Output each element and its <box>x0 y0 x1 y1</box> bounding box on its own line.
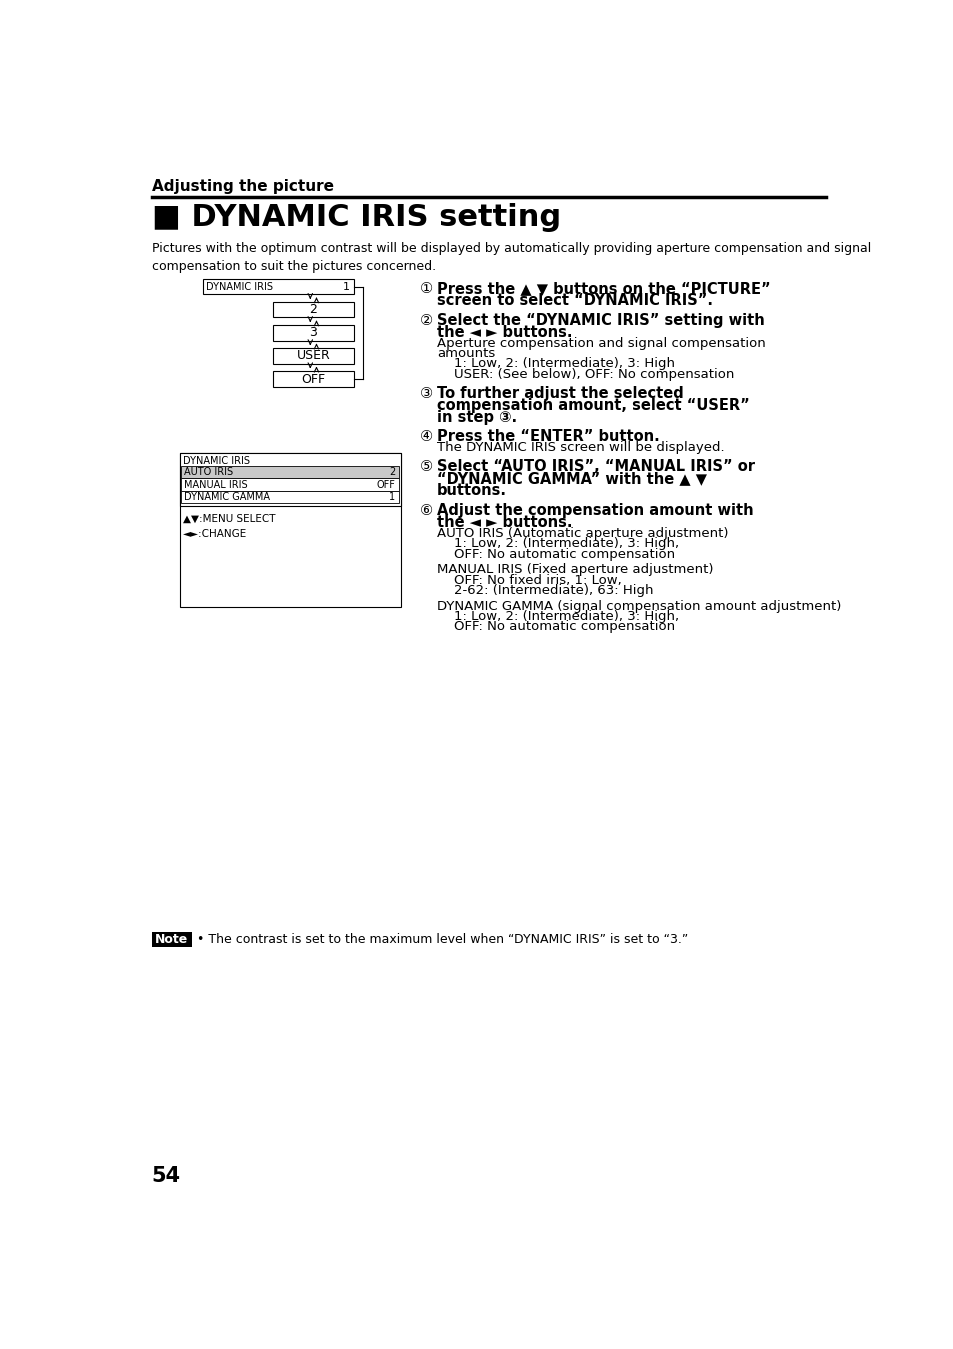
Text: MANUAL IRIS: MANUAL IRIS <box>183 479 247 490</box>
Text: ⑥: ⑥ <box>419 503 433 518</box>
Text: DYNAMIC GAMMA: DYNAMIC GAMMA <box>183 492 270 502</box>
Text: Press the ▲ ▼ buttons on the “PICTURE”: Press the ▲ ▼ buttons on the “PICTURE” <box>436 281 770 297</box>
Bar <box>273 325 354 340</box>
Bar <box>273 348 354 364</box>
Text: The DYNAMIC IRIS screen will be displayed.: The DYNAMIC IRIS screen will be displaye… <box>436 441 724 455</box>
Text: ④: ④ <box>419 429 433 444</box>
Text: 2-62: (Intermediate), 63: High: 2-62: (Intermediate), 63: High <box>436 584 653 598</box>
Text: To further adjust the selected: To further adjust the selected <box>436 386 683 401</box>
Text: Aperture compensation and signal compensation: Aperture compensation and signal compens… <box>436 337 765 349</box>
Text: AUTO IRIS (Automatic aperture adjustment): AUTO IRIS (Automatic aperture adjustment… <box>436 527 728 540</box>
Bar <box>273 302 354 317</box>
Text: buttons.: buttons. <box>436 483 506 498</box>
Bar <box>181 465 398 479</box>
Text: USER: (See below), OFF: No compensation: USER: (See below), OFF: No compensation <box>436 368 734 380</box>
Text: 1: 1 <box>342 282 349 291</box>
Text: Adjusting the picture: Adjusting the picture <box>152 179 334 194</box>
Bar <box>152 932 192 947</box>
Text: in step ③.: in step ③. <box>436 410 517 425</box>
Text: ③: ③ <box>419 386 433 401</box>
Text: 2: 2 <box>389 467 395 478</box>
Text: ②: ② <box>419 313 433 328</box>
Text: OFF: OFF <box>301 372 325 386</box>
Bar <box>179 453 400 506</box>
Text: 1: Low, 2: (Intermediate), 3: High,: 1: Low, 2: (Intermediate), 3: High, <box>436 537 679 550</box>
Text: ①: ① <box>419 281 433 297</box>
Text: • The contrast is set to the maximum level when “DYNAMIC IRIS” is set to “3.”: • The contrast is set to the maximum lev… <box>196 934 687 946</box>
Text: screen to select “DYNAMIC IRIS”.: screen to select “DYNAMIC IRIS”. <box>436 293 712 308</box>
Text: USER: USER <box>296 349 330 363</box>
Text: Note: Note <box>155 934 189 946</box>
Text: Select the “DYNAMIC IRIS” setting with: Select the “DYNAMIC IRIS” setting with <box>436 313 764 328</box>
Text: the ◄ ► buttons.: the ◄ ► buttons. <box>436 515 572 530</box>
Bar <box>203 279 354 294</box>
Text: ▲▼:MENU SELECT
◄►:CHANGE: ▲▼:MENU SELECT ◄►:CHANGE <box>183 514 275 538</box>
Text: Select “AUTO IRIS”, “MANUAL IRIS” or: Select “AUTO IRIS”, “MANUAL IRIS” or <box>436 460 754 475</box>
Text: ■ DYNAMIC IRIS setting: ■ DYNAMIC IRIS setting <box>152 204 560 232</box>
Text: OFF: OFF <box>375 479 395 490</box>
Text: DYNAMIC GAMMA (signal compensation amount adjustment): DYNAMIC GAMMA (signal compensation amoun… <box>436 599 841 612</box>
Text: DYNAMIC IRIS: DYNAMIC IRIS <box>183 456 250 465</box>
Bar <box>179 453 400 607</box>
Text: OFF: No automatic compensation: OFF: No automatic compensation <box>436 621 675 634</box>
Text: 1: 1 <box>389 492 395 502</box>
Text: compensation amount, select “USER”: compensation amount, select “USER” <box>436 398 749 413</box>
Text: Pictures with the optimum contrast will be displayed by automatically providing : Pictures with the optimum contrast will … <box>152 241 870 272</box>
Text: AUTO IRIS: AUTO IRIS <box>183 467 233 478</box>
Text: the ◄ ► buttons.: the ◄ ► buttons. <box>436 325 572 340</box>
Text: 1: Low, 2: (Intermediate), 3: High: 1: Low, 2: (Intermediate), 3: High <box>436 357 675 371</box>
Text: DYNAMIC IRIS: DYNAMIC IRIS <box>206 282 273 291</box>
Bar <box>181 479 398 491</box>
Text: ⑤: ⑤ <box>419 460 433 475</box>
Text: 54: 54 <box>152 1166 181 1186</box>
Text: 3: 3 <box>309 326 317 340</box>
Text: Press the “ENTER” button.: Press the “ENTER” button. <box>436 429 659 444</box>
Text: OFF: No fixed iris, 1: Low,: OFF: No fixed iris, 1: Low, <box>436 573 621 587</box>
Text: MANUAL IRIS (Fixed aperture adjustment): MANUAL IRIS (Fixed aperture adjustment) <box>436 564 713 576</box>
Text: 2: 2 <box>309 304 317 316</box>
Text: amounts: amounts <box>436 347 495 360</box>
Bar <box>273 371 354 387</box>
Bar <box>181 491 398 503</box>
Text: Adjust the compensation amount with: Adjust the compensation amount with <box>436 503 753 518</box>
Text: 1: Low, 2: (Intermediate), 3: High,: 1: Low, 2: (Intermediate), 3: High, <box>436 610 679 623</box>
Text: OFF: No automatic compensation: OFF: No automatic compensation <box>436 548 675 561</box>
Text: “DYNAMIC GAMMA” with the ▲ ▼: “DYNAMIC GAMMA” with the ▲ ▼ <box>436 471 706 487</box>
